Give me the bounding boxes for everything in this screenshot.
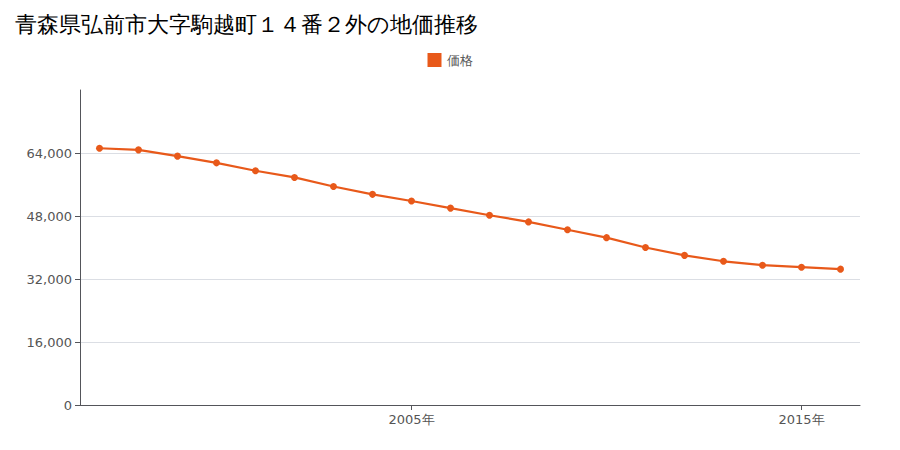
svg-text:価格: 価格 — [447, 53, 473, 68]
svg-text:青森県弘前市大字駒越町１４番２外の地価推移: 青森県弘前市大字駒越町１４番２外の地価推移 — [15, 12, 478, 37]
svg-text:0: 0 — [64, 398, 72, 413]
svg-text:2015年: 2015年 — [778, 412, 824, 427]
svg-text:48,000: 48,000 — [27, 209, 73, 224]
svg-text:64,000: 64,000 — [27, 146, 73, 161]
svg-text:32,000: 32,000 — [27, 272, 73, 287]
svg-text:2005年: 2005年 — [388, 412, 434, 427]
svg-text:16,000: 16,000 — [27, 335, 73, 350]
